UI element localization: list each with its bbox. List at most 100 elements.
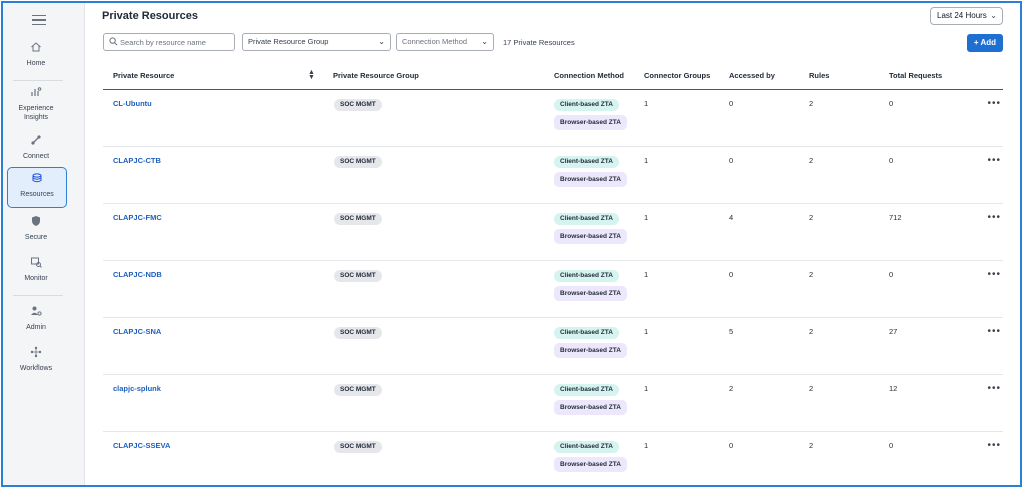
connector-groups-value: 1	[644, 156, 649, 165]
admin-icon	[7, 305, 65, 323]
resource-group-filter[interactable]: Private Resource Group ⌄	[242, 33, 391, 51]
group-tag: SOC MGMT	[334, 156, 382, 168]
group-tag: SOC MGMT	[334, 270, 382, 282]
nav-label: Admin	[26, 324, 46, 331]
resource-count: 17 Private Resources	[503, 38, 575, 47]
connector-groups-value: 1	[644, 327, 649, 336]
workflows-icon	[7, 346, 65, 364]
nav-item-connect[interactable]: Connect	[7, 134, 65, 172]
time-range-select[interactable]: Last 24 Hours ⌄	[930, 7, 1003, 25]
home-icon	[7, 41, 65, 59]
sort-icon[interactable]: ▲ ▼	[308, 69, 315, 81]
method-tag-client: Client-based ZTA	[554, 156, 619, 168]
nav-item-resources[interactable]: Resources	[7, 167, 67, 208]
group-tag: SOC MGMT	[334, 327, 382, 339]
nav-divider	[13, 295, 63, 296]
method-tag-client: Client-based ZTA	[554, 384, 619, 396]
total-requests-value: 0	[889, 270, 894, 279]
nav-item-workflows[interactable]: Workflows	[7, 346, 65, 384]
more-actions-icon[interactable]: •••	[987, 269, 1001, 280]
column-header-rules[interactable]: Rules	[809, 71, 830, 80]
method-tag-browser: Browser-based ZTA	[554, 457, 627, 472]
table-row[interactable]: CLAPJC-CTB SOC MGMT Client-based ZTA Browse…	[103, 147, 1003, 204]
hamburger-menu-icon[interactable]	[32, 15, 46, 27]
rules-value: 2	[809, 213, 814, 222]
resource-name-link[interactable]: CLAPJC-SNA	[113, 327, 162, 336]
table-row[interactable]: CLAPJC-NDB SOC MGMT Client-based ZTA Browse…	[103, 261, 1003, 318]
resources-icon	[8, 172, 66, 190]
method-tag-client: Client-based ZTA	[554, 99, 619, 111]
search-input[interactable]	[120, 35, 232, 49]
monitor-icon	[7, 256, 65, 274]
table-row[interactable]: CLAPJC-SSEVA SOC MGMT Client-based ZTA Brow…	[103, 432, 1003, 485]
total-requests-value: 12	[889, 384, 898, 393]
method-tag-browser: Browser-based ZTA	[554, 286, 627, 301]
method-tag-browser: Browser-based ZTA	[554, 229, 627, 244]
total-requests-value: 712	[889, 213, 902, 222]
nav-label: Home	[26, 60, 46, 67]
total-requests-value: 27	[889, 327, 898, 336]
accessed-by-value: 0	[729, 99, 734, 108]
rules-value: 2	[809, 156, 814, 165]
total-requests-value: 0	[889, 156, 894, 165]
nav-item-home[interactable]: Home	[7, 41, 65, 79]
accessed-by-value: 0	[729, 270, 734, 279]
more-actions-icon[interactable]: •••	[987, 440, 1001, 451]
resource-name-link[interactable]: CLAPJC-SSEVA	[113, 441, 171, 450]
chevron-down-icon: ⌄	[481, 37, 488, 46]
main-content: Private Resources Last 24 Hours ⌄ + Add …	[85, 3, 1020, 485]
connector-groups-value: 1	[644, 384, 649, 393]
group-tag: SOC MGMT	[334, 99, 382, 111]
page-title: Private Resources	[102, 10, 198, 22]
table-row[interactable]: CLAPJC-SNA SOC MGMT Client-based ZTA Browse…	[103, 318, 1003, 375]
table-header: Private Resource ▲ ▼ Private Resource Gro…	[103, 61, 1003, 90]
connect-icon	[7, 134, 65, 152]
method-tag-browser: Browser-based ZTA	[554, 400, 627, 415]
method-tag-browser: Browser-based ZTA	[554, 343, 627, 358]
resource-name-link[interactable]: CLAPJC-NDB	[113, 270, 162, 279]
nav-item-experience-insights[interactable]: Experience Insights	[7, 86, 65, 126]
resource-name-link[interactable]: clapjc-splunk	[113, 384, 161, 393]
nav-item-secure[interactable]: Secure	[7, 215, 65, 253]
connector-groups-value: 1	[644, 213, 649, 222]
resource-name-link[interactable]: CLAPJC-CTB	[113, 156, 161, 165]
nav-item-monitor[interactable]: Monitor	[7, 256, 65, 294]
chevron-down-icon: ⌄	[990, 11, 997, 20]
time-range-value: Last 24 Hours	[937, 11, 987, 20]
nav-label: Secure	[24, 234, 48, 241]
column-header-resource[interactable]: Private Resource	[113, 71, 175, 80]
table-row[interactable]: clapjc-splunk SOC MGMT Client-based ZTA Bro…	[103, 375, 1003, 432]
more-actions-icon[interactable]: •••	[987, 383, 1001, 394]
connector-groups-value: 1	[644, 99, 649, 108]
total-requests-value: 0	[889, 441, 894, 450]
table-row[interactable]: CL-Ubuntu SOC MGMT Client-based ZTA Browser…	[103, 90, 1003, 147]
search-box[interactable]	[103, 33, 235, 51]
rules-value: 2	[809, 99, 814, 108]
more-actions-icon[interactable]: •••	[987, 155, 1001, 166]
table-row[interactable]: CLAPJC-FMC SOC MGMT Client-based ZTA Browse…	[103, 204, 1003, 261]
resource-name-link[interactable]: CL-Ubuntu	[113, 99, 152, 108]
total-requests-value: 0	[889, 99, 894, 108]
rules-value: 2	[809, 384, 814, 393]
more-actions-icon[interactable]: •••	[987, 326, 1001, 337]
column-header-total-requests[interactable]: Total Requests	[889, 71, 943, 80]
nav-item-admin[interactable]: Admin	[7, 305, 65, 343]
column-header-method[interactable]: Connection Method	[554, 71, 624, 80]
more-actions-icon[interactable]: •••	[987, 98, 1001, 109]
column-header-accessed-by[interactable]: Accessed by	[729, 71, 775, 80]
connection-method-filter[interactable]: Connection Method ⌄	[396, 33, 494, 51]
connector-groups-value: 1	[644, 270, 649, 279]
group-tag: SOC MGMT	[334, 441, 382, 453]
group-tag: SOC MGMT	[334, 213, 382, 225]
column-header-group[interactable]: Private Resource Group	[333, 71, 419, 80]
nav-label: Experience Insights	[18, 105, 54, 121]
resource-group-filter-label: Private Resource Group	[248, 37, 329, 46]
accessed-by-value: 2	[729, 384, 734, 393]
more-actions-icon[interactable]: •••	[987, 212, 1001, 223]
nav-label: Monitor	[24, 275, 48, 282]
method-tag-client: Client-based ZTA	[554, 441, 619, 453]
resource-name-link[interactable]: CLAPJC-FMC	[113, 213, 162, 222]
add-button[interactable]: + Add	[967, 34, 1003, 52]
column-header-connector-groups[interactable]: Connector Groups	[644, 71, 711, 80]
